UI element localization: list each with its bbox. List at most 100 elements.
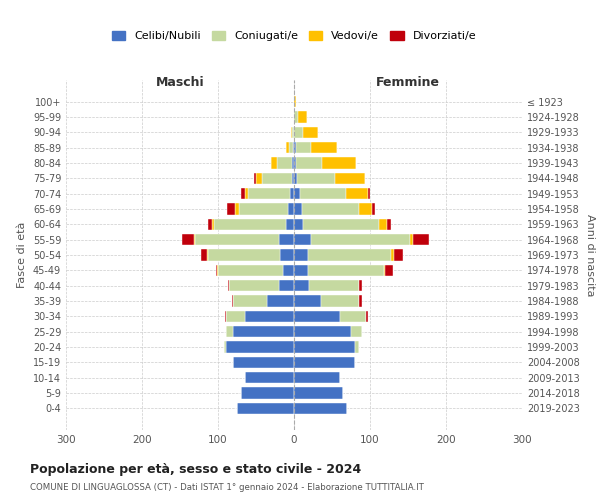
Bar [383,264,385,276]
Bar [245,188,248,200]
Bar [286,142,289,154]
Bar [294,372,340,384]
Bar [228,280,229,291]
Bar [289,142,293,154]
Bar [366,310,368,322]
Bar [294,342,355,353]
Bar [410,234,413,245]
Bar [280,249,294,261]
Bar [300,188,346,200]
Bar [309,280,359,291]
Bar [335,172,365,184]
Bar [232,296,233,307]
Bar [248,188,290,200]
Bar [322,157,356,168]
Bar [294,310,340,322]
Bar [279,234,294,245]
Bar [387,218,391,230]
Bar [194,234,195,245]
Bar [379,218,387,230]
Bar [292,157,294,168]
Bar [233,296,268,307]
Bar [311,142,337,154]
Bar [351,326,362,338]
Bar [368,188,370,200]
Bar [225,310,226,322]
Bar [237,402,294,414]
Bar [385,264,393,276]
Bar [298,111,307,122]
Bar [308,249,391,261]
Y-axis label: Anni di nascita: Anni di nascita [585,214,595,296]
Bar [208,218,212,230]
Bar [308,264,383,276]
Bar [239,203,288,214]
Bar [226,342,294,353]
Bar [297,172,335,184]
Bar [233,326,294,338]
Bar [303,218,379,230]
Bar [256,172,262,184]
Legend: Celibi/Nubili, Coniugati/e, Vedovi/e, Divorziati/e: Celibi/Nubili, Coniugati/e, Vedovi/e, Di… [107,26,481,46]
Bar [294,388,343,399]
Bar [254,172,256,184]
Bar [216,264,217,276]
Bar [212,218,214,230]
Bar [294,126,303,138]
Bar [294,296,320,307]
Bar [241,388,294,399]
Bar [294,172,297,184]
Bar [182,234,194,245]
Bar [226,326,233,338]
Bar [302,203,359,214]
Text: Maschi: Maschi [155,76,205,90]
Bar [294,356,355,368]
Bar [245,310,294,322]
Bar [394,249,403,261]
Bar [224,342,226,353]
Bar [359,280,362,291]
Bar [286,218,294,230]
Bar [227,203,235,214]
Bar [201,249,208,261]
Bar [359,203,372,214]
Bar [241,188,245,200]
Bar [268,296,294,307]
Bar [277,157,292,168]
Bar [226,310,245,322]
Bar [372,203,374,214]
Bar [294,280,309,291]
Bar [233,356,294,368]
Bar [294,264,308,276]
Bar [294,218,303,230]
Bar [303,126,319,138]
Bar [340,310,366,322]
Bar [294,249,308,261]
Bar [294,96,296,108]
Bar [294,326,351,338]
Bar [355,342,359,353]
Bar [311,234,410,245]
Bar [217,264,218,276]
Text: COMUNE DI LINGUAGLOSSA (CT) - Dati ISTAT 1° gennaio 2024 - Elaborazione TUTTITAL: COMUNE DI LINGUAGLOSSA (CT) - Dati ISTAT… [30,484,424,492]
Bar [359,296,362,307]
Bar [413,234,428,245]
Bar [294,142,296,154]
Bar [290,188,294,200]
Bar [293,142,294,154]
Bar [235,203,239,214]
Bar [294,234,311,245]
Bar [229,280,279,291]
Bar [294,188,300,200]
Bar [208,249,280,261]
Bar [296,142,311,154]
Text: Femmine: Femmine [376,76,440,90]
Bar [292,172,294,184]
Bar [346,188,368,200]
Bar [294,157,296,168]
Bar [288,203,294,214]
Bar [245,372,294,384]
Bar [294,402,347,414]
Bar [291,126,292,138]
Bar [294,203,302,214]
